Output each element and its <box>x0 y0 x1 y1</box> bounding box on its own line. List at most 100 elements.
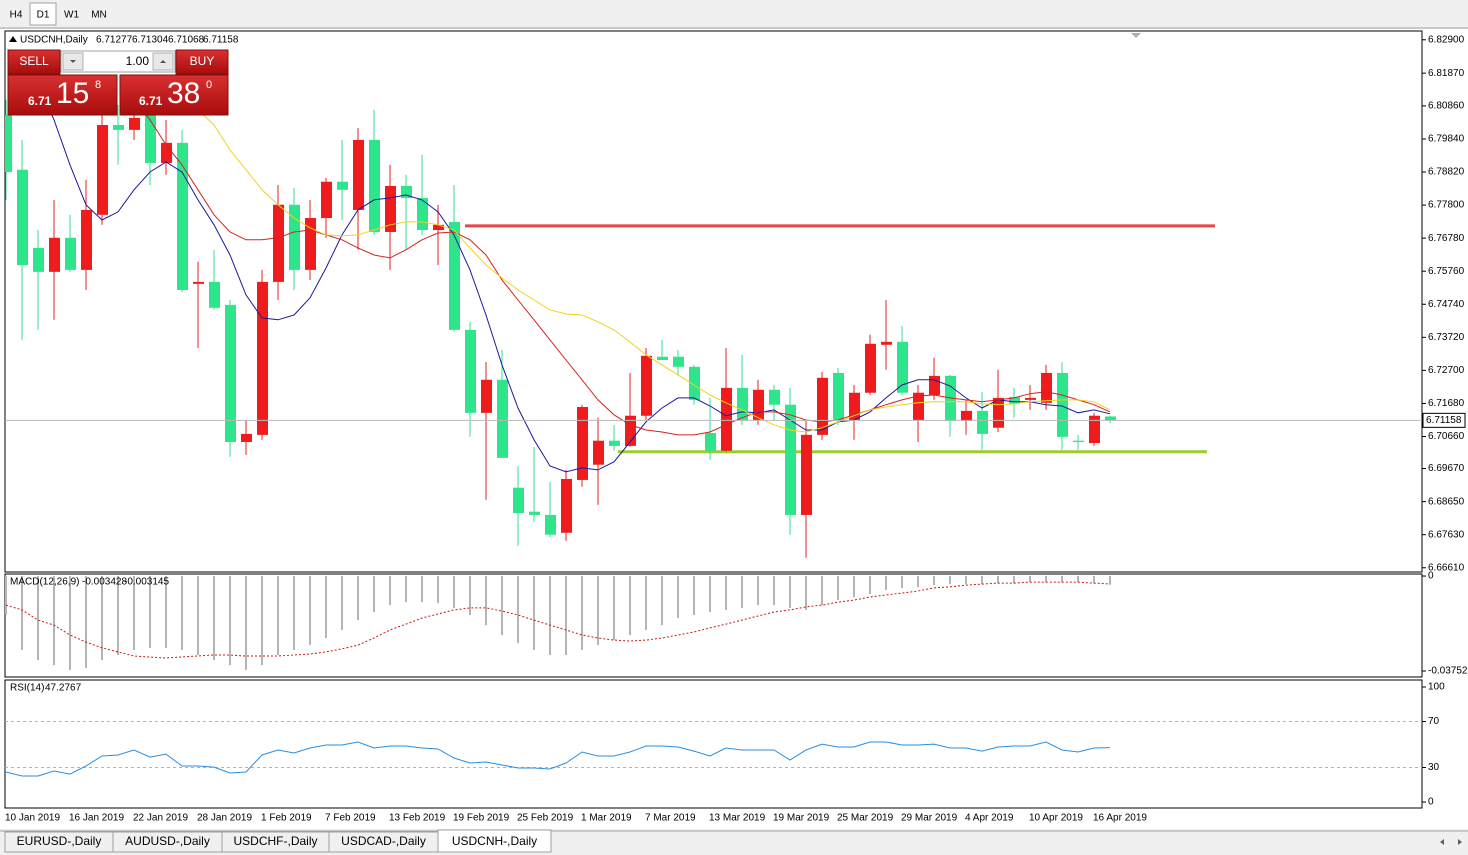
scroll-right[interactable] <box>1458 839 1462 845</box>
candle-body <box>385 185 396 232</box>
x-tick-label: 1 Mar 2019 <box>581 813 632 824</box>
signal-line <box>5 581 1111 659</box>
scroll-left[interactable] <box>1440 839 1444 845</box>
bid-box[interactable] <box>7 74 118 116</box>
macd-bar <box>1077 576 1079 583</box>
macd-bar <box>53 576 55 666</box>
macd-bar <box>693 576 695 616</box>
candle-body <box>1057 372 1068 437</box>
y-tick-label: 6.79840 <box>1428 134 1465 145</box>
moving-average <box>21 59 1111 473</box>
macd-bar <box>405 576 407 603</box>
macd-bar <box>293 576 295 650</box>
timeframe-button[interactable] <box>3 3 29 25</box>
x-tick-label: 4 Apr 2019 <box>965 813 1014 824</box>
chart-window <box>0 29 1468 829</box>
macd-bar <box>549 576 551 655</box>
candle-body <box>1041 372 1052 403</box>
x-tick-label: 22 Jan 2019 <box>133 813 188 824</box>
candle-body <box>561 478 572 533</box>
rsi-label: RSI(14) <box>10 683 44 694</box>
macd-bar <box>581 576 583 650</box>
timeframe-button[interactable] <box>29 2 57 26</box>
timeframe-label: D1 <box>37 10 50 21</box>
candle-body <box>497 379 508 458</box>
candle-body <box>433 224 444 231</box>
candle-body <box>449 221 460 330</box>
macd-bar <box>965 576 967 585</box>
chart-tab[interactable] <box>437 829 552 853</box>
macd-bar <box>213 576 215 661</box>
macd-label: MACD(12,26,9) <box>10 577 79 588</box>
macd-bar <box>1061 576 1063 583</box>
macd-bar <box>917 576 919 587</box>
candle-body <box>817 377 828 435</box>
macd-bar <box>1045 576 1047 583</box>
macd-bar <box>5 576 7 616</box>
x-tick-label: 25 Mar 2019 <box>837 813 894 824</box>
y-tick-label: 70 <box>1428 716 1440 727</box>
macd-bar <box>117 576 119 655</box>
timeframe-button[interactable] <box>86 3 112 25</box>
candle-body <box>513 487 524 513</box>
macd-bar <box>1093 576 1095 584</box>
price-tag <box>1422 412 1466 428</box>
candle-body <box>977 410 988 434</box>
ask-pips: 38 <box>167 77 200 110</box>
chart-tab-label: EURUSD-,Daily <box>17 834 102 848</box>
macd-bar <box>1029 576 1031 583</box>
y-tick-label: 6.74740 <box>1428 299 1465 310</box>
candle-body <box>401 185 412 198</box>
macd-bar <box>805 576 807 610</box>
macd-bar <box>325 576 327 639</box>
high-label: 6.71304 <box>132 35 169 46</box>
macd-plot <box>5 576 1111 670</box>
candle-body <box>1089 415 1100 443</box>
macd-bar <box>789 576 791 608</box>
macd-bar <box>597 576 599 646</box>
volume-text: 1.00 <box>126 54 150 68</box>
timeframe-button[interactable] <box>58 3 85 25</box>
candle-body <box>545 514 556 535</box>
buy-button[interactable] <box>175 49 229 75</box>
y-tick-label: 6.66610 <box>1428 562 1465 573</box>
candle-body <box>529 511 540 515</box>
rsi-line <box>5 741 1111 777</box>
candle-body <box>353 139 364 210</box>
rsi-panel <box>4 679 1423 809</box>
macd-bar <box>1109 576 1111 585</box>
main-panel <box>4 30 1423 573</box>
candle-body <box>97 125 108 215</box>
candle-body <box>321 181 332 219</box>
candle-body <box>1025 397 1036 400</box>
volume-box[interactable] <box>60 50 176 73</box>
x-tick-label: 7 Feb 2019 <box>325 813 376 824</box>
chart-tab-label: USDCAD-,Daily <box>341 834 426 848</box>
candle-body <box>801 434 812 515</box>
candle-body <box>657 356 668 361</box>
candle-body <box>833 372 844 420</box>
macd-panel <box>4 573 1423 678</box>
timeframe-label: MN <box>91 10 107 21</box>
y-tick-label: 6.70660 <box>1428 431 1465 442</box>
x-tick-label: 13 Mar 2019 <box>709 813 766 824</box>
y-tick-label: 6.73720 <box>1428 332 1465 343</box>
candle-body <box>769 389 780 405</box>
sell-button[interactable] <box>7 49 61 75</box>
y-tick-label: 0 <box>1428 571 1434 582</box>
macd-bar <box>485 576 487 626</box>
open-label: 6.71277 <box>96 35 133 46</box>
candle-body <box>705 432 716 451</box>
timeframe-label: H4 <box>10 10 23 21</box>
collapse-icon[interactable] <box>9 36 17 42</box>
macd-bar <box>981 576 983 585</box>
y-tick-label: 6.72700 <box>1428 365 1465 376</box>
ask-box[interactable] <box>119 74 229 116</box>
x-tick-label: 19 Feb 2019 <box>453 813 510 824</box>
macd-bar <box>469 576 471 616</box>
main-plot <box>5 59 1422 558</box>
candle-body <box>65 237 76 270</box>
x-tick-label: 10 Apr 2019 <box>1029 813 1083 824</box>
